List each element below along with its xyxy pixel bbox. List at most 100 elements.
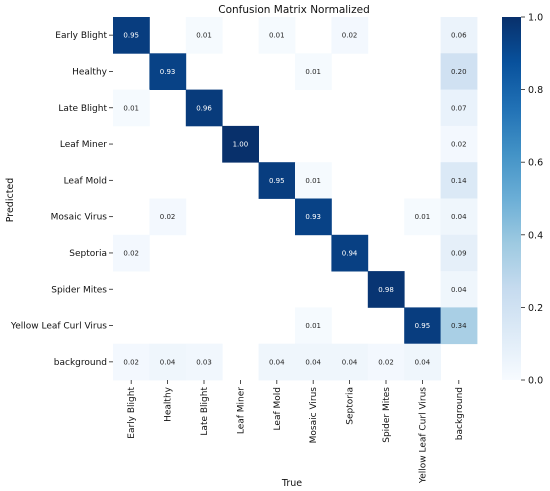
- heatmap-cell: [295, 162, 332, 199]
- colorbar-tick-label: 0.0: [528, 376, 543, 387]
- colorbar-tick-label: 0.2: [528, 303, 543, 314]
- colorbar-tick-label: 0.8: [528, 85, 543, 96]
- cell-value-label: 0.04: [415, 358, 431, 366]
- x-tick-label: background: [455, 387, 465, 440]
- cell-value-label: 0.14: [451, 177, 467, 185]
- x-tick-label: Late Blight: [200, 387, 210, 436]
- y-tick-label: Mosaic Virus: [51, 213, 108, 223]
- heatmap-cell: [295, 343, 332, 381]
- heatmap-cell: [331, 343, 369, 381]
- y-tick-label: Healthy: [72, 67, 108, 77]
- heatmap-cell: [149, 53, 187, 90]
- colorbar-tick-label: 0.4: [528, 230, 543, 241]
- heatmap-cell: [149, 343, 187, 381]
- y-tick-label: Late Blight: [58, 104, 107, 114]
- cell-value-label: 0.98: [378, 286, 394, 294]
- cell-value-label: 0.96: [196, 104, 212, 112]
- cell-value-label: 0.01: [415, 213, 431, 221]
- cell-value-label: 0.04: [305, 358, 321, 366]
- cell-value-label: 0.06: [451, 32, 467, 40]
- heatmap-cell: [258, 17, 296, 54]
- cell-value-label: 0.04: [451, 213, 467, 221]
- cell-value-label: 0.04: [451, 286, 467, 294]
- y-tick-label: Early Blight: [55, 31, 107, 41]
- cell-value-label: 0.93: [305, 213, 321, 221]
- cell-value-label: 0.02: [123, 249, 139, 257]
- cell-value-label: 0.02: [160, 213, 176, 221]
- y-axis-label: Predicted: [5, 178, 16, 223]
- heatmap-cell: [295, 53, 332, 90]
- heatmap-cell: [404, 343, 441, 381]
- heatmap-cell: [185, 17, 223, 54]
- cell-value-label: 0.20: [451, 68, 467, 76]
- x-tick-label: Septoria: [346, 387, 356, 425]
- heatmap-cell-labels: 0.95 0.01 0.01 0.02 0.06 0.93 0.01 0.20 0.01 0.96…: [123, 32, 467, 367]
- heatmap-cell: [440, 89, 478, 127]
- heatmap-cell: [440, 17, 478, 54]
- cell-value-label: 0.02: [342, 32, 358, 40]
- cell-value-label: 0.04: [342, 358, 358, 366]
- cell-value-label: 0.34: [451, 322, 467, 330]
- heatmap-cell: [258, 343, 296, 381]
- heatmap-cell: [113, 234, 150, 272]
- y-tick-label: Yellow Leaf Curl Virus: [10, 322, 107, 332]
- colorbar-tick-label: 1.0: [528, 13, 543, 24]
- heatmap-cell: [113, 17, 150, 54]
- cell-value-label: 0.95: [415, 322, 431, 330]
- heatmap-cells: [113, 17, 478, 381]
- x-tick-label: Yellow Leaf Curl Virus: [418, 387, 428, 484]
- colorbar-tick-label: 0.6: [528, 158, 543, 169]
- cell-value-label: 0.01: [305, 177, 321, 185]
- heatmap-cell: [404, 198, 441, 236]
- cell-value-label: 0.02: [451, 141, 467, 149]
- colorbar: [502, 17, 521, 380]
- heatmap-cell: [295, 307, 332, 345]
- y-tick-label: Septoria: [69, 249, 107, 259]
- colorbar-ticks: 0.0 0.2 0.4 0.6 0.8 1.0: [521, 13, 543, 387]
- cell-value-label: 0.02: [378, 358, 394, 366]
- x-tick-label: Mosaic Virus: [309, 387, 319, 444]
- y-tick-label: Spider Mites: [51, 285, 107, 295]
- heatmap-cell: [113, 89, 150, 127]
- y-tick-label: background: [54, 358, 107, 368]
- heatmap-cell: [113, 343, 150, 381]
- heatmap-cell: [440, 307, 478, 345]
- heatmap-cell: [331, 17, 369, 54]
- cell-value-label: 0.01: [305, 68, 321, 76]
- x-tick-label: Leaf Miner: [236, 387, 246, 434]
- cell-value-label: 0.01: [196, 32, 212, 40]
- cell-value-label: 0.93: [160, 68, 176, 76]
- cell-value-label: 0.04: [269, 358, 285, 366]
- cell-value-label: 1.00: [233, 141, 249, 149]
- heatmap-cell: [440, 234, 478, 272]
- heatmap-cell: [367, 343, 405, 381]
- heatmap-cell: [258, 162, 296, 199]
- x-axis-ticks: Early Blight Healthy Late Blight Leaf Miner…: [127, 380, 465, 484]
- x-tick-label: Leaf Mold: [273, 387, 283, 430]
- cell-value-label: 0.02: [123, 358, 139, 366]
- heatmap-cell: [331, 234, 369, 272]
- x-tick-label: Healthy: [164, 386, 174, 422]
- heatmap-cell: [440, 271, 478, 308]
- cell-value-label: 0.01: [123, 104, 139, 112]
- cell-value-label: 0.94: [342, 249, 358, 257]
- y-tick-label: Leaf Mold: [64, 176, 107, 186]
- cell-value-label: 0.04: [160, 358, 176, 366]
- x-tick-label: Spider Mites: [382, 387, 392, 443]
- cell-value-label: 0.07: [451, 104, 467, 112]
- y-tick-label: Leaf Miner: [60, 140, 107, 150]
- x-tick-label: Early Blight: [127, 387, 137, 439]
- heatmap-cell: [185, 343, 223, 381]
- heatmap-cell: [440, 198, 478, 236]
- cell-value-label: 0.01: [269, 32, 285, 40]
- cell-value-label: 0.03: [196, 358, 212, 366]
- chart-title: Confusion Matrix Normalized: [218, 4, 370, 16]
- y-axis-ticks: Early Blight Healthy Late Blight Leaf Miner…: [10, 31, 113, 368]
- heatmap-cell: [440, 53, 478, 90]
- heatmap-cell: [440, 162, 478, 199]
- cell-value-label: 0.01: [305, 322, 321, 330]
- heatmap-cell: [404, 307, 441, 345]
- heatmap-cell: [222, 125, 259, 163]
- cell-value-label: 0.95: [123, 32, 139, 40]
